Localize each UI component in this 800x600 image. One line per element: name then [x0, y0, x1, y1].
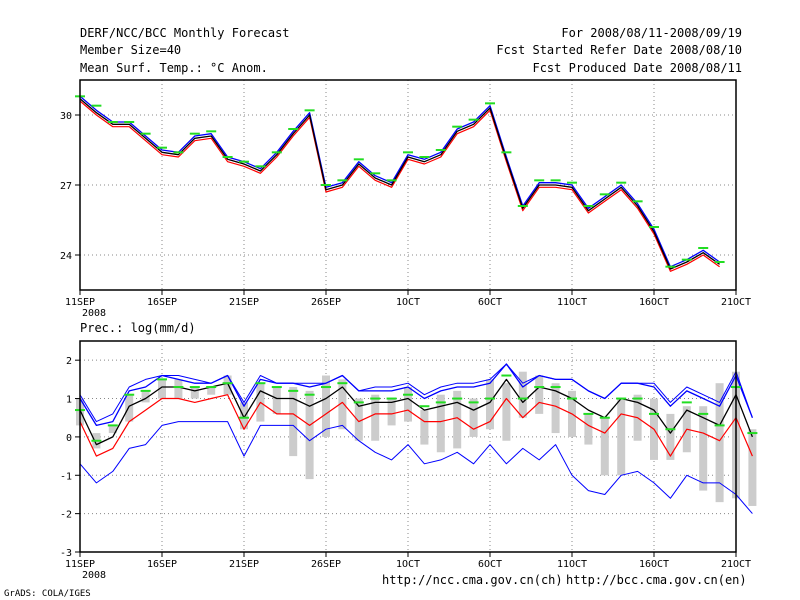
prec-series-upper: [79, 363, 754, 427]
grads-credit: GrADS: COLA/IGES: [4, 589, 91, 599]
spread-bar: [535, 375, 544, 414]
temp-y-tick-label: 24: [60, 251, 72, 262]
prec-x-tick-label: 1OCT: [396, 559, 420, 570]
prec-x-tick-label: 21OCT: [721, 559, 751, 570]
member-size: Member Size=40: [80, 43, 182, 57]
temp-x-tick-label: 21SEP: [229, 297, 259, 308]
prec-x-tick-label: 6OCT: [478, 559, 502, 570]
spread-bar: [502, 383, 511, 441]
temp-panel: 24 27 30 11SEP 16SEP 21SEP 26SEP 1OCT 6OCT 11OCT 1…: [60, 79, 751, 319]
spread-bar: [617, 398, 626, 476]
spread-bar: [371, 394, 380, 441]
prec-plot-frame: [79, 340, 737, 553]
spread-bar: [158, 379, 166, 399]
temp-y-tick-label: 27: [60, 181, 72, 192]
forecast-period: For 2008/08/11-2008/09/19: [561, 26, 742, 40]
temp-x-tick-label: 11SEP: [65, 297, 95, 308]
temp-year-label: 2008: [82, 308, 106, 319]
temperature-panel-label: Mean Surf. Temp.: °C Anom.: [80, 61, 268, 75]
spread-bar: [436, 394, 445, 453]
prec-y-tick-label: -2: [60, 510, 72, 521]
precipitation-panel-label: Prec.: log(mm/d): [80, 321, 196, 335]
spread-bar: [666, 413, 675, 460]
bcc-url[interactable]: http://bcc.cma.gov.cn(en): [566, 573, 747, 587]
prec-x-tick-label: 26SEP: [311, 559, 341, 570]
temp-x-tick-label: 16SEP: [147, 297, 177, 308]
spread-bar: [600, 417, 609, 476]
spread-bar: [125, 394, 134, 422]
prec-x-tick-label: 16OCT: [639, 559, 669, 570]
prec-year-label: 2008: [82, 570, 106, 581]
prec-series-lower: [79, 394, 753, 457]
spread-bar: [289, 387, 298, 457]
prec-y-tick-label: -3: [60, 548, 72, 559]
spread-bar: [305, 390, 314, 480]
spread-bar: [748, 429, 757, 506]
prec-series-mean: [79, 378, 754, 446]
prec-x-tick-label: 11OCT: [557, 559, 587, 570]
prec-series-lower-outer: [79, 421, 753, 514]
spread-bar: [387, 398, 396, 426]
forecast-produced-date: Fcst Produced Date 2008/08/11: [532, 61, 742, 75]
spread-bar: [190, 387, 199, 399]
prec-x-tick-label: 11SEP: [65, 559, 95, 570]
temp-x-tick-label: 6OCT: [478, 297, 502, 308]
spread-bar: [486, 379, 494, 430]
temp-series-upper: [79, 95, 720, 268]
spread-bar: [715, 383, 724, 503]
spread-bar: [322, 375, 330, 437]
spread-bar: [420, 410, 429, 445]
spread-bar: [453, 390, 462, 449]
spread-bar: [207, 387, 216, 395]
temp-series-mean: [79, 98, 720, 270]
temp-y-tick-label: 30: [60, 111, 72, 122]
spread-bar: [272, 387, 281, 414]
ncc-url[interactable]: http://ncc.cma.gov.cn(ch): [382, 573, 563, 587]
spread-bar: [240, 402, 248, 430]
prec-x-tick-label: 16SEP: [147, 559, 177, 570]
temp-x-tick-label: 1OCT: [396, 297, 420, 308]
spread-bar: [584, 413, 593, 445]
temp-x-tick-label: 26SEP: [311, 297, 341, 308]
temp-x-tick-label: 21OCT: [721, 297, 751, 308]
prec-panel: -3 -2 -1 0 1 2 11SEP 16SEP 21SEP 26SEP 1OCT 6OCT 11O…: [60, 340, 758, 581]
spread-bar: [141, 390, 150, 403]
prec-y-tick-label: 2: [66, 356, 72, 367]
spread-bar: [174, 379, 183, 399]
spread-bar: [404, 387, 412, 422]
prec-x-tick-label: 21SEP: [229, 559, 259, 570]
spread-bar: [551, 383, 560, 434]
spread-bar: [338, 379, 347, 430]
spread-bar: [469, 398, 478, 437]
spread-bar: [354, 398, 363, 441]
temp-x-tick-label: 11OCT: [557, 297, 587, 308]
prec-y-tick-label: -1: [60, 471, 72, 482]
temp-x-tick-label: 16OCT: [639, 297, 669, 308]
forecast-start-date: Fcst Started Refer Date 2008/08/10: [496, 43, 742, 57]
prec-y-tick-label: 0: [66, 433, 72, 444]
temp-series-lower: [79, 100, 720, 272]
prec-y-tick-label: 1: [66, 395, 72, 406]
spread-bar: [223, 375, 232, 395]
spread-bar: [518, 371, 527, 418]
chart-title: DERF/NCC/BCC Monthly Forecast: [80, 26, 290, 40]
spread-bar: [108, 425, 117, 434]
spread-bar: [699, 406, 708, 491]
